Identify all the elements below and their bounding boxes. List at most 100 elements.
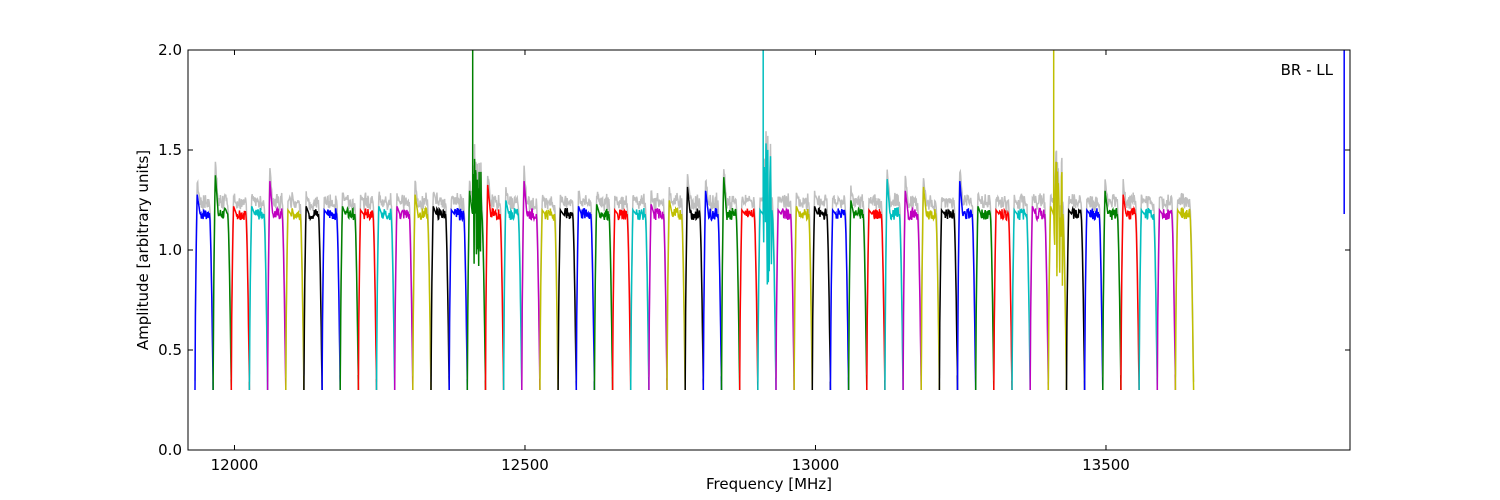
series-segment — [285, 207, 305, 391]
background-series-segment — [321, 194, 341, 381]
background-series-segment — [484, 175, 505, 381]
background-series-segment — [666, 187, 686, 381]
x-tick-label: 13500 — [1082, 456, 1130, 474]
background-series-segment — [1011, 193, 1031, 381]
y-axis-label: Amplitude [arbitrary units] — [134, 150, 152, 350]
series-segment — [866, 207, 886, 391]
series-segment — [1083, 207, 1104, 391]
series-segment — [720, 177, 741, 391]
series-segment — [648, 204, 668, 391]
x-axis-label: Frequency [MHz] — [706, 475, 832, 493]
background-series-segment — [357, 192, 378, 383]
background-series-segment — [938, 197, 959, 380]
series-segment — [974, 206, 995, 391]
series-segment — [230, 206, 251, 391]
series-segment — [466, 158, 487, 391]
series-segment — [884, 179, 904, 391]
series-segment — [321, 207, 341, 391]
series-segment — [938, 207, 959, 391]
background-series-segment — [1102, 179, 1122, 379]
series-segment — [357, 207, 378, 391]
series-segment — [793, 206, 814, 391]
series-segment — [847, 200, 868, 391]
series-segment — [629, 207, 650, 391]
background-series-segment — [539, 194, 559, 380]
background-series-segment — [902, 175, 922, 379]
background-series-segment — [303, 191, 323, 376]
series-segment — [412, 194, 432, 391]
series-segment — [956, 181, 977, 391]
series-segment — [521, 181, 541, 391]
series-segment — [920, 186, 941, 391]
series-segment — [775, 207, 795, 391]
x-tick-label: 12500 — [501, 456, 549, 474]
series-segment — [829, 207, 850, 391]
series-segment — [266, 181, 287, 391]
series-segment — [1047, 161, 1068, 391]
series-segment — [575, 206, 596, 391]
series-segment — [212, 175, 233, 391]
background-series-segment — [575, 190, 596, 381]
series-segment — [993, 207, 1013, 391]
background-series-segment — [266, 168, 287, 382]
background-series-segment — [1047, 150, 1068, 382]
series-segment — [684, 186, 705, 391]
x-tick-label: 13000 — [792, 456, 840, 474]
series-segment — [902, 190, 922, 391]
background-series-segment — [866, 194, 886, 382]
y-tick-label: 2.0 — [158, 41, 182, 59]
background-series-segment — [920, 178, 941, 379]
series-segment — [1011, 207, 1031, 391]
series-segment — [1156, 207, 1177, 391]
series-segment — [557, 207, 578, 391]
series-segment — [1065, 205, 1086, 391]
series-segment — [593, 204, 614, 391]
background-series-segment — [212, 161, 233, 382]
series-segment — [375, 206, 396, 391]
y-tick-label: 0.0 — [158, 441, 182, 459]
x-tick-label: 12000 — [211, 456, 259, 474]
series-segment — [1138, 207, 1159, 391]
y-tick-label: 1.0 — [158, 241, 182, 259]
background-series-segment — [1120, 179, 1140, 382]
series-segment — [248, 206, 269, 391]
series-segment — [702, 190, 723, 391]
background-series-segment — [702, 178, 723, 381]
series-segment — [1102, 190, 1122, 391]
series-segment — [339, 206, 360, 391]
background-series-segment — [884, 169, 904, 381]
series-segment — [303, 206, 323, 391]
series-segment — [757, 143, 777, 391]
series-segment — [539, 207, 559, 391]
background-series-segment — [230, 193, 251, 380]
background-series-segment — [793, 192, 814, 381]
series-layer — [194, 50, 1345, 391]
series-segment — [393, 206, 414, 391]
series-segment — [502, 200, 523, 391]
series-segment — [484, 184, 505, 391]
background-series-segment — [720, 169, 741, 377]
x-axis-ticks: 12000 12500 13000 13500 — [211, 50, 1130, 474]
series-segment — [611, 207, 632, 391]
background-series-segment — [430, 191, 450, 382]
background-series-segment — [684, 173, 705, 382]
background-series-segment — [993, 194, 1013, 381]
chart-annotation: BR - LL — [1281, 61, 1334, 79]
series-segment — [811, 206, 832, 391]
background-series-segment — [412, 180, 432, 377]
series-segment — [666, 200, 686, 391]
background-series-segment — [521, 165, 541, 380]
background-series-segment — [956, 168, 977, 382]
series-segment — [738, 207, 759, 391]
y-axis-ticks: 0.0 0.5 1.0 1.5 2.0 — [158, 41, 1350, 459]
y-tick-label: 0.5 — [158, 341, 182, 359]
series-segment — [1174, 206, 1195, 391]
series-segment — [430, 206, 450, 391]
y-tick-label: 1.5 — [158, 141, 182, 159]
series-segment — [1029, 206, 1050, 391]
series-segment — [448, 207, 469, 391]
series-segment — [1120, 194, 1140, 391]
series-segment — [194, 194, 214, 391]
background-series-segment — [593, 191, 614, 382]
